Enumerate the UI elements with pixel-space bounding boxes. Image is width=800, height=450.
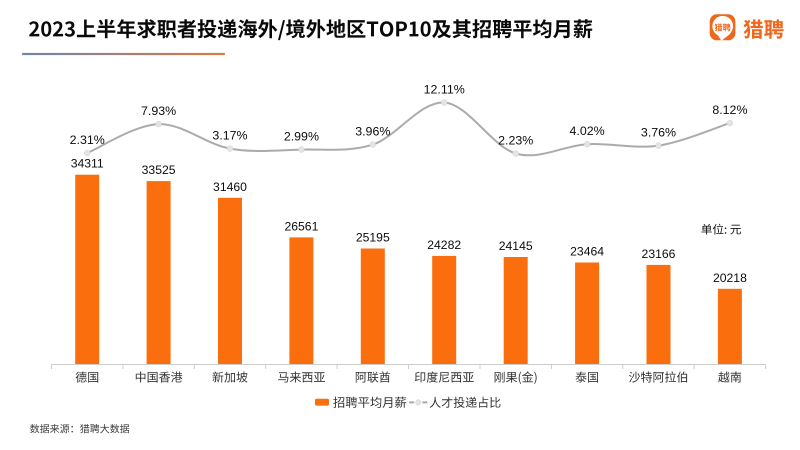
svg-text:23464: 23464 — [570, 245, 604, 259]
svg-text:2.23%: 2.23% — [498, 134, 533, 148]
svg-text:20218: 20218 — [713, 271, 747, 285]
svg-text:24282: 24282 — [427, 238, 461, 252]
svg-text:34311: 34311 — [71, 157, 104, 171]
svg-text:23166: 23166 — [642, 247, 676, 261]
svg-text:26561: 26561 — [284, 219, 318, 233]
svg-text:3.76%: 3.76% — [641, 126, 676, 140]
svg-text:3.96%: 3.96% — [355, 125, 390, 139]
svg-text:4.02%: 4.02% — [570, 124, 605, 138]
svg-text:24145: 24145 — [499, 239, 533, 253]
svg-text:2.31%: 2.31% — [70, 133, 105, 147]
svg-text:7.93%: 7.93% — [141, 104, 176, 118]
svg-text:2.99%: 2.99% — [284, 130, 319, 144]
svg-text:3.17%: 3.17% — [212, 129, 247, 143]
svg-text:12.11%: 12.11% — [424, 83, 465, 97]
svg-text:25195: 25195 — [356, 231, 390, 245]
svg-text:31460: 31460 — [213, 180, 247, 194]
svg-text:33525: 33525 — [142, 163, 176, 177]
svg-text:8.12%: 8.12% — [712, 103, 747, 117]
